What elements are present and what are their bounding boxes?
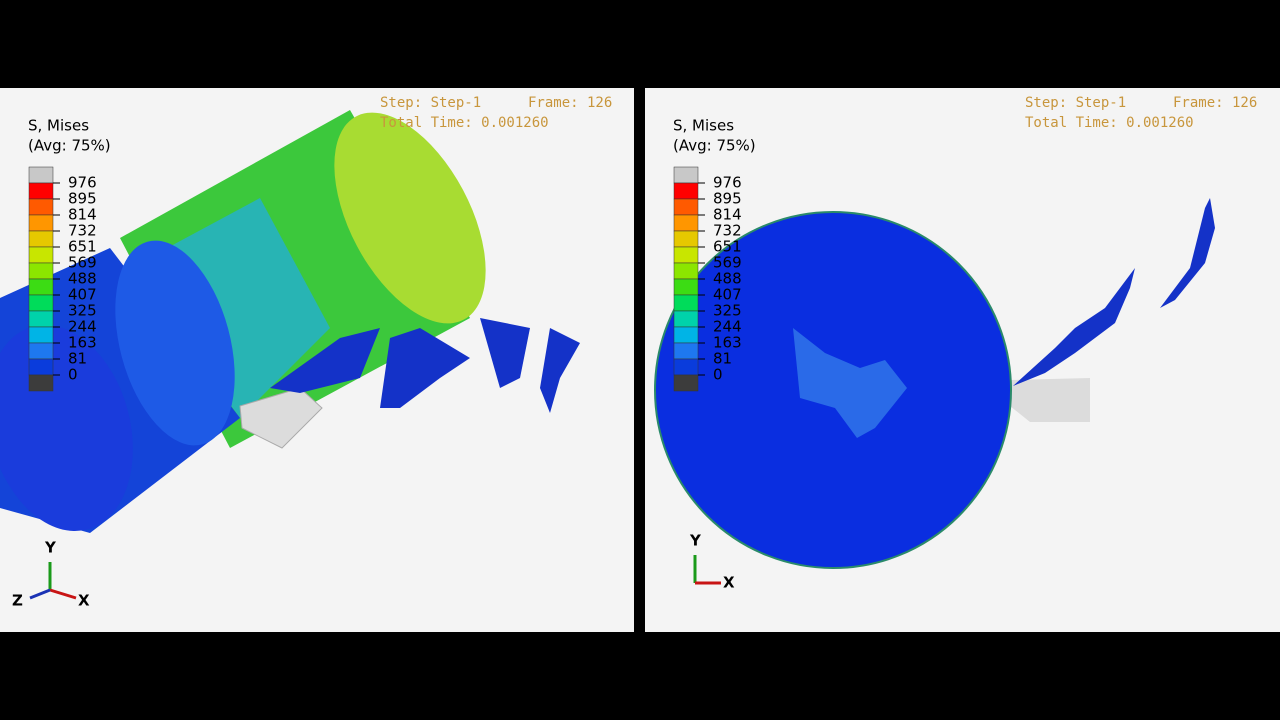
- legend-swatch: [673, 278, 699, 296]
- legend-label: 407: [713, 286, 742, 304]
- legend-label: 732: [68, 222, 97, 240]
- legend-label: 81: [713, 350, 732, 368]
- legend-swatch: [673, 342, 699, 360]
- legend-swatch: [28, 230, 54, 248]
- legend-swatch: [673, 326, 699, 344]
- chip: [540, 328, 580, 413]
- axis-z: [29, 588, 51, 600]
- legend-swatch: [28, 182, 54, 200]
- axis-label-x: X: [723, 574, 735, 592]
- legend-swatch: [28, 358, 54, 376]
- total-time: Total Time: 0.001260: [1025, 115, 1194, 131]
- chip: [380, 328, 470, 408]
- axis-label-y: Y: [44, 539, 57, 557]
- legend-label: 569: [713, 254, 742, 272]
- chip: [270, 328, 380, 393]
- legend-swatch: [673, 230, 699, 248]
- legend-subtitle: (Avg: 75%): [28, 137, 111, 155]
- legend-label: 488: [68, 270, 97, 288]
- legend-swatch: [28, 294, 54, 312]
- legend-swatch: [28, 214, 54, 232]
- legend-swatch: [28, 342, 54, 360]
- legend-title: S, Mises: [673, 117, 734, 135]
- legend-label: 0: [713, 366, 723, 384]
- legend-label: 651: [68, 238, 97, 256]
- legend-label: 163: [713, 334, 742, 352]
- legend-swatch: [28, 246, 54, 264]
- legend-label: 976: [68, 174, 97, 192]
- legend-label: 244: [713, 318, 742, 336]
- legend-subtitle: (Avg: 75%): [673, 137, 756, 155]
- viewport-left: S, Mises (Avg: 75%) 9768958147326515694884…: [0, 88, 634, 632]
- legend-swatch: [28, 326, 54, 344]
- legend-label: 651: [713, 238, 742, 256]
- legend-swatch: [28, 278, 54, 296]
- legend-label: 814: [68, 206, 97, 224]
- legend-label: 732: [713, 222, 742, 240]
- step: Step: Step-1: [1025, 95, 1126, 111]
- axis-x: [49, 588, 77, 600]
- legend-swatch: [673, 358, 699, 376]
- legend-label: 325: [68, 302, 97, 320]
- legend-swatch: [673, 374, 699, 392]
- legend-swatch: [673, 166, 699, 184]
- legend-label: 244: [68, 318, 97, 336]
- legend-swatch: [28, 198, 54, 216]
- legend-swatch: [28, 310, 54, 328]
- axis-label-z: Z: [12, 592, 23, 610]
- step: Step: Step-1: [380, 95, 481, 111]
- tool: [1010, 378, 1090, 422]
- stress-region: [793, 328, 907, 438]
- legend-swatch: [673, 182, 699, 200]
- axis-label-y: Y: [689, 532, 702, 550]
- legend-label: 81: [68, 350, 87, 368]
- legend-label: 407: [68, 286, 97, 304]
- legend-swatch: [28, 166, 54, 184]
- legend-label: 163: [68, 334, 97, 352]
- legend-swatch: [673, 214, 699, 232]
- legend-swatch: [673, 294, 699, 312]
- cylinder-face-front: [0, 324, 133, 532]
- legend-swatch: [673, 262, 699, 280]
- legend-label: 814: [713, 206, 742, 224]
- legend-label: 0: [68, 366, 78, 384]
- legend-swatch: [673, 246, 699, 264]
- chip: [480, 318, 530, 388]
- axis-label-x: X: [78, 592, 90, 610]
- legend-swatch: [28, 262, 54, 280]
- legend-swatch: [673, 310, 699, 328]
- legend-title: S, Mises: [28, 117, 89, 135]
- legend-label: 488: [713, 270, 742, 288]
- legend-label: 569: [68, 254, 97, 272]
- legend-label: 976: [713, 174, 742, 192]
- chip: [1160, 198, 1215, 308]
- legend-label: 325: [713, 302, 742, 320]
- legend-swatch: [673, 198, 699, 216]
- cylinder-end: [334, 112, 486, 324]
- legend-label: 895: [68, 190, 97, 208]
- legend-label: 895: [713, 190, 742, 208]
- cylinder-face: [115, 240, 235, 446]
- frame: Frame: 126: [528, 95, 612, 111]
- frame: Frame: 126: [1173, 95, 1257, 111]
- legend-swatch: [28, 374, 54, 392]
- total-time: Total Time: 0.001260: [380, 115, 549, 131]
- viewport-right: S, Mises (Avg: 75%) 9768958147326515694884…: [645, 88, 1280, 632]
- chip: [1013, 268, 1135, 386]
